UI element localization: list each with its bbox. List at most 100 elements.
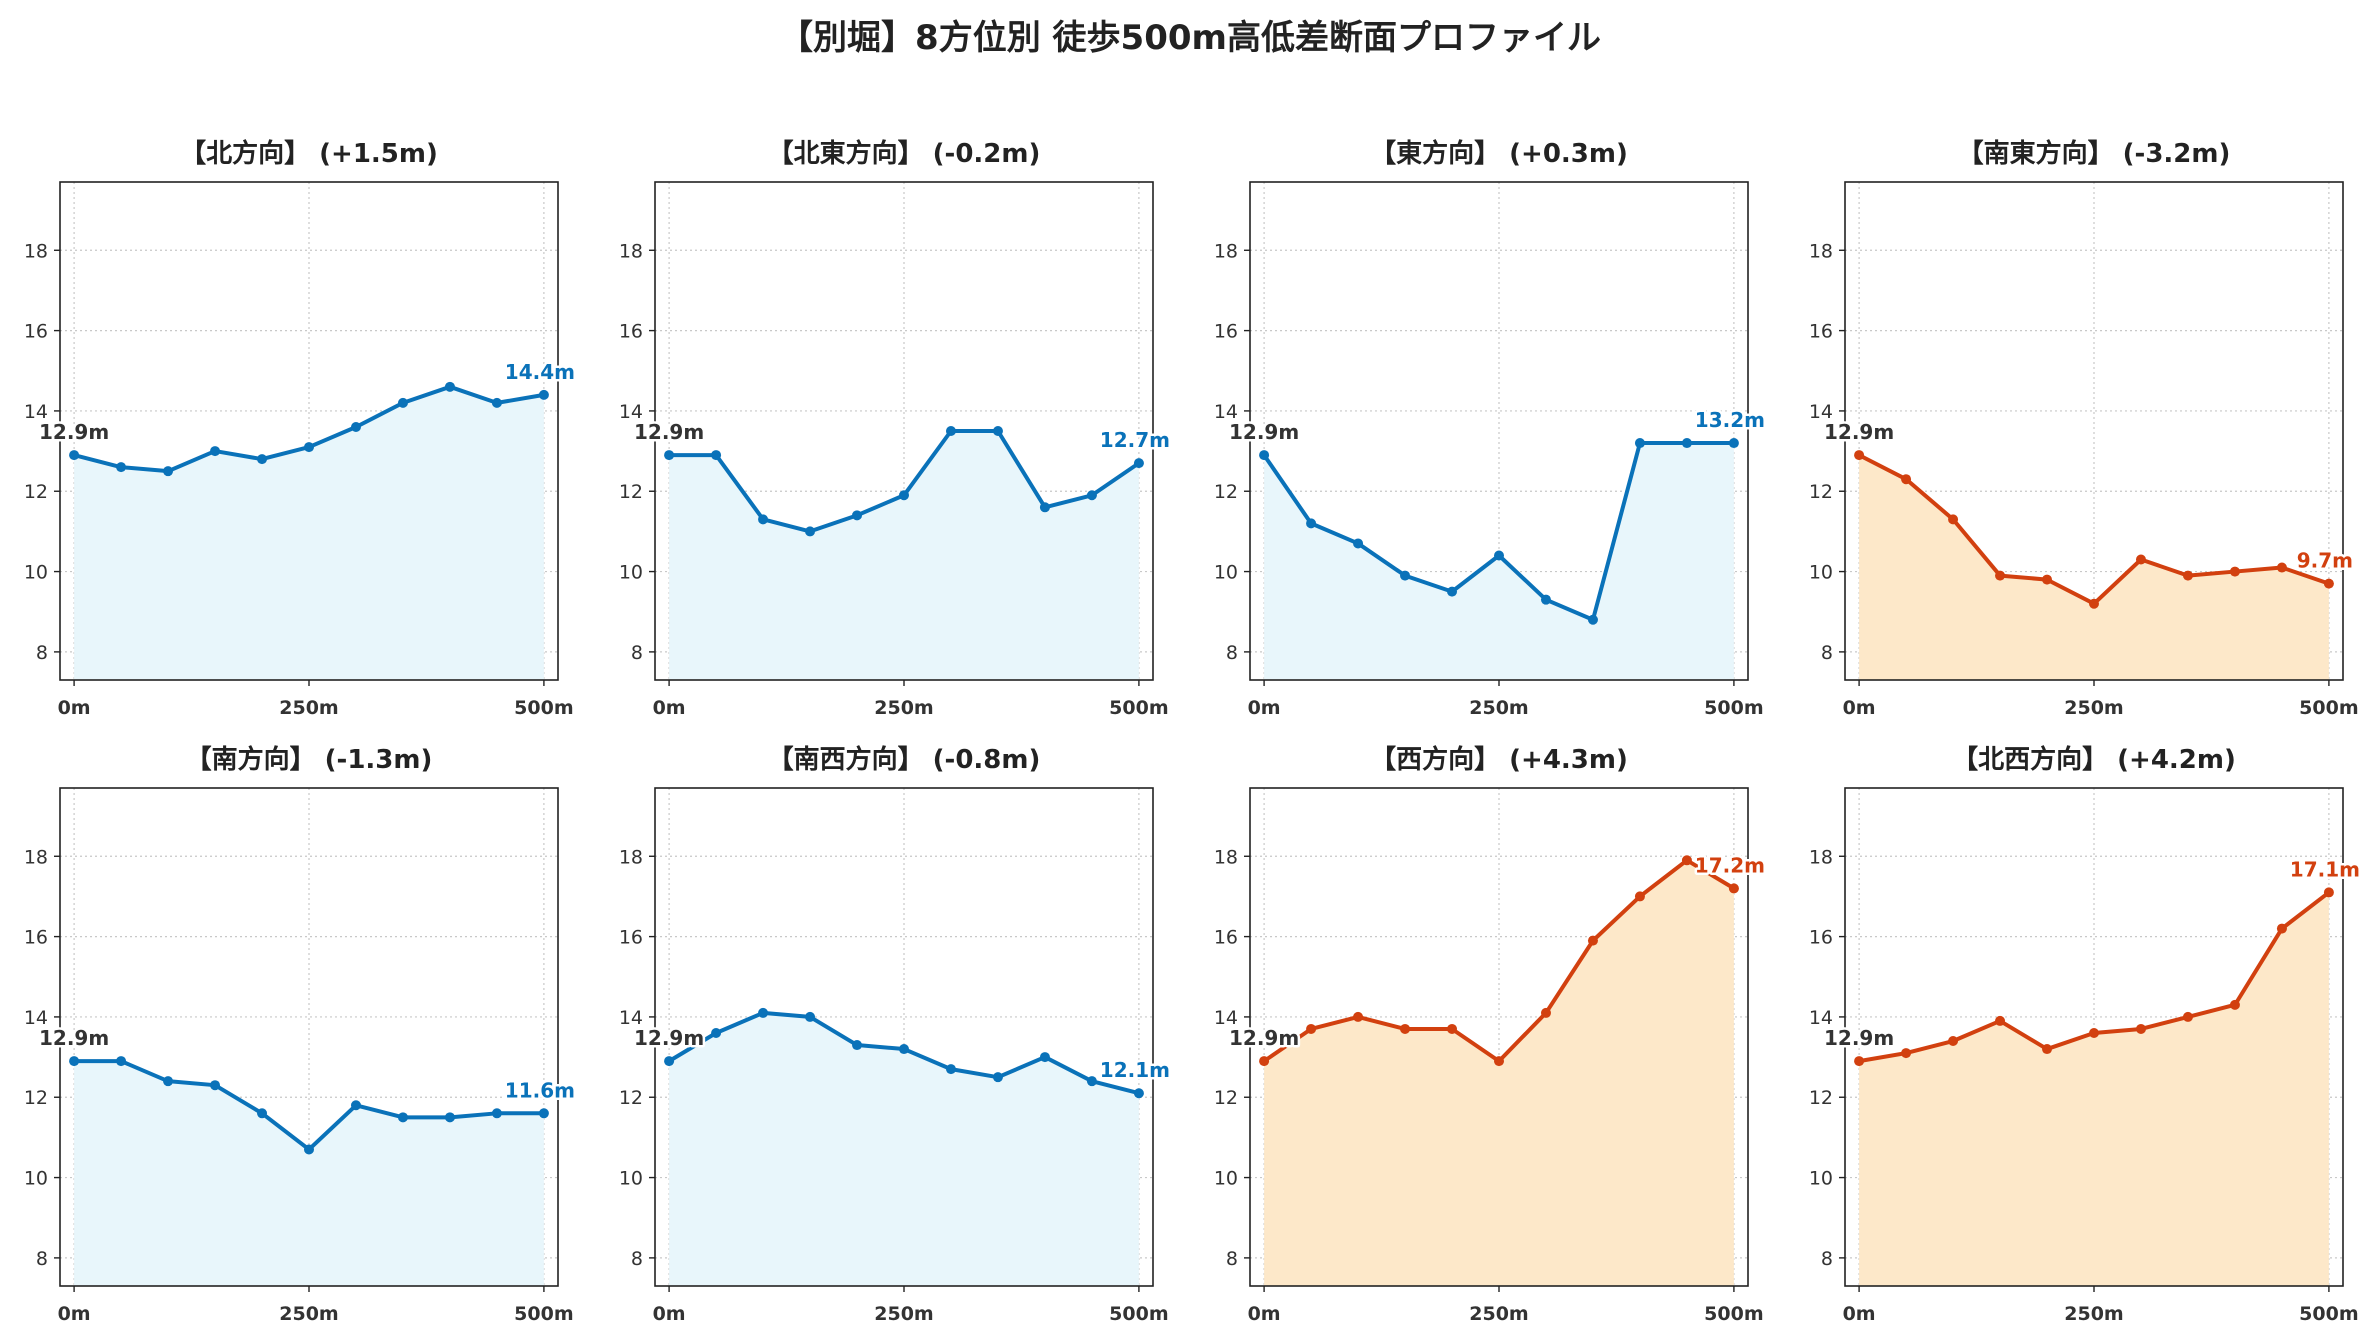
x-tick-label: 0m — [653, 1303, 686, 1325]
area-fill — [669, 1012, 1139, 1286]
data-point — [2089, 598, 2099, 609]
x-tick-label: 0m — [1248, 697, 1281, 719]
end-value-label: 9.7m — [2297, 549, 2353, 573]
panel-title: 【北西方向】 (+4.2m) — [1952, 744, 2236, 775]
data-point — [1400, 1023, 1411, 1034]
data-point — [1039, 502, 1050, 513]
panel-title: 【南西方向】 (-0.8m) — [768, 744, 1041, 775]
y-tick-label: 8 — [36, 642, 48, 664]
data-point — [1353, 538, 1364, 549]
data-point — [1447, 586, 1458, 597]
area-fill — [1264, 443, 1734, 680]
y-tick-label: 10 — [1809, 562, 1833, 584]
data-point — [2135, 1023, 2146, 1034]
y-tick-label: 18 — [1809, 846, 1833, 868]
start-value-label: 12.9m — [1824, 1026, 1894, 1050]
y-tick-label: 18 — [1809, 240, 1833, 262]
data-point — [444, 1112, 455, 1123]
x-tick-label: 500m — [1704, 1303, 1763, 1325]
start-value-label: 12.9m — [1229, 420, 1299, 444]
x-tick-label: 250m — [2064, 1303, 2123, 1325]
y-tick-label: 14 — [619, 401, 643, 423]
chart-panel-4: 【南方向】 (-1.3m) 8 10 12 14 16 18 0m 250m 500m 12.9m 1… — [24, 744, 578, 1325]
end-value-label: 13.2m — [1695, 408, 1765, 432]
data-point — [538, 1108, 549, 1119]
data-point — [2042, 574, 2053, 585]
figure-title: 【別堀】8方位別 徒歩500m高低差断面プロファイル — [779, 18, 1601, 58]
area-fill — [1859, 892, 2329, 1286]
data-point — [538, 389, 549, 400]
data-point — [2042, 1044, 2053, 1055]
data-point — [116, 462, 127, 473]
y-tick-label: 10 — [24, 1168, 48, 1190]
y-tick-label: 8 — [631, 642, 643, 664]
data-point — [805, 526, 816, 537]
chart-panel-6: 【西方向】 (+4.3m) 8 10 12 14 16 18 0m 250m 500m 12.9m 1… — [1214, 744, 1768, 1325]
x-tick-label: 250m — [1469, 697, 1528, 719]
y-tick-label: 14 — [619, 1007, 643, 1029]
data-point — [1306, 1023, 1317, 1034]
x-tick-label: 500m — [2299, 697, 2358, 719]
start-value-label: 12.9m — [39, 1026, 109, 1050]
data-point — [2276, 562, 2287, 573]
start-value-label: 12.9m — [634, 420, 704, 444]
data-point — [1728, 438, 1739, 449]
area-fill — [1264, 860, 1734, 1286]
x-tick-label: 0m — [1248, 1303, 1281, 1325]
data-point — [1447, 1023, 1458, 1034]
y-tick-label: 14 — [1809, 1007, 1833, 1029]
data-point — [350, 1100, 361, 1111]
data-point — [852, 510, 863, 521]
panel-title: 【西方向】 (+4.3m) — [1370, 744, 1628, 775]
chart-panel-0: 【北方向】 (+1.5m) 8 10 12 14 16 18 0m 250m 500m 12.9m 1… — [24, 138, 578, 719]
y-tick-label: 16 — [1809, 927, 1833, 949]
y-tick-label: 10 — [619, 1168, 643, 1190]
data-point — [257, 1108, 268, 1119]
x-tick-label: 500m — [1704, 697, 1763, 719]
panel-title: 【東方向】 (+0.3m) — [1370, 138, 1628, 169]
y-tick-label: 12 — [619, 481, 643, 503]
y-tick-label: 12 — [24, 1087, 48, 1109]
y-tick-label: 12 — [24, 481, 48, 503]
y-tick-label: 14 — [24, 401, 48, 423]
area-fill — [1859, 455, 2329, 680]
data-point — [350, 421, 361, 432]
data-point — [1634, 438, 1645, 449]
data-point — [1681, 438, 1692, 449]
data-point — [805, 1011, 816, 1022]
y-tick-label: 8 — [631, 1248, 643, 1270]
x-tick-label: 250m — [279, 697, 338, 719]
y-tick-label: 16 — [1214, 927, 1238, 949]
x-tick-label: 500m — [514, 1303, 573, 1325]
y-tick-label: 10 — [1809, 1168, 1833, 1190]
y-tick-label: 18 — [619, 846, 643, 868]
y-tick-label: 16 — [619, 321, 643, 343]
start-value-label: 12.9m — [39, 420, 109, 444]
data-point — [210, 1080, 221, 1091]
data-point — [945, 426, 956, 436]
x-tick-label: 500m — [514, 697, 573, 719]
data-point — [2135, 554, 2146, 565]
panel-title: 【北方向】 (+1.5m) — [180, 138, 438, 169]
x-tick-label: 250m — [1469, 1303, 1528, 1325]
x-tick-label: 0m — [1843, 697, 1876, 719]
chart-panel-1: 【北東方向】 (-0.2m) 8 10 12 14 16 18 0m 250m 500m 12.9m… — [619, 138, 1173, 719]
data-point — [1133, 458, 1144, 469]
data-point — [2323, 887, 2334, 898]
y-tick-label: 14 — [1809, 401, 1833, 423]
data-point — [1995, 1015, 2006, 1026]
data-point — [2276, 923, 2287, 934]
panel-title: 【北東方向】 (-0.2m) — [768, 138, 1041, 169]
data-point — [304, 1144, 314, 1155]
data-point — [491, 1108, 502, 1119]
y-tick-label: 10 — [619, 562, 643, 584]
x-tick-label: 500m — [2299, 1303, 2358, 1325]
x-tick-label: 0m — [653, 697, 686, 719]
chart-panel-7: 【北西方向】 (+4.2m) 8 10 12 14 16 18 0m 250m 500m 12.9m… — [1809, 744, 2363, 1325]
chart-panel-3: 【南東方向】 (-3.2m) 8 10 12 14 16 18 0m 250m 500m 12.9m… — [1809, 138, 2359, 719]
end-value-label: 14.4m — [505, 360, 575, 384]
data-point — [116, 1056, 127, 1067]
data-point — [945, 1064, 956, 1075]
data-point — [1634, 891, 1645, 902]
y-tick-label: 18 — [1214, 240, 1238, 262]
